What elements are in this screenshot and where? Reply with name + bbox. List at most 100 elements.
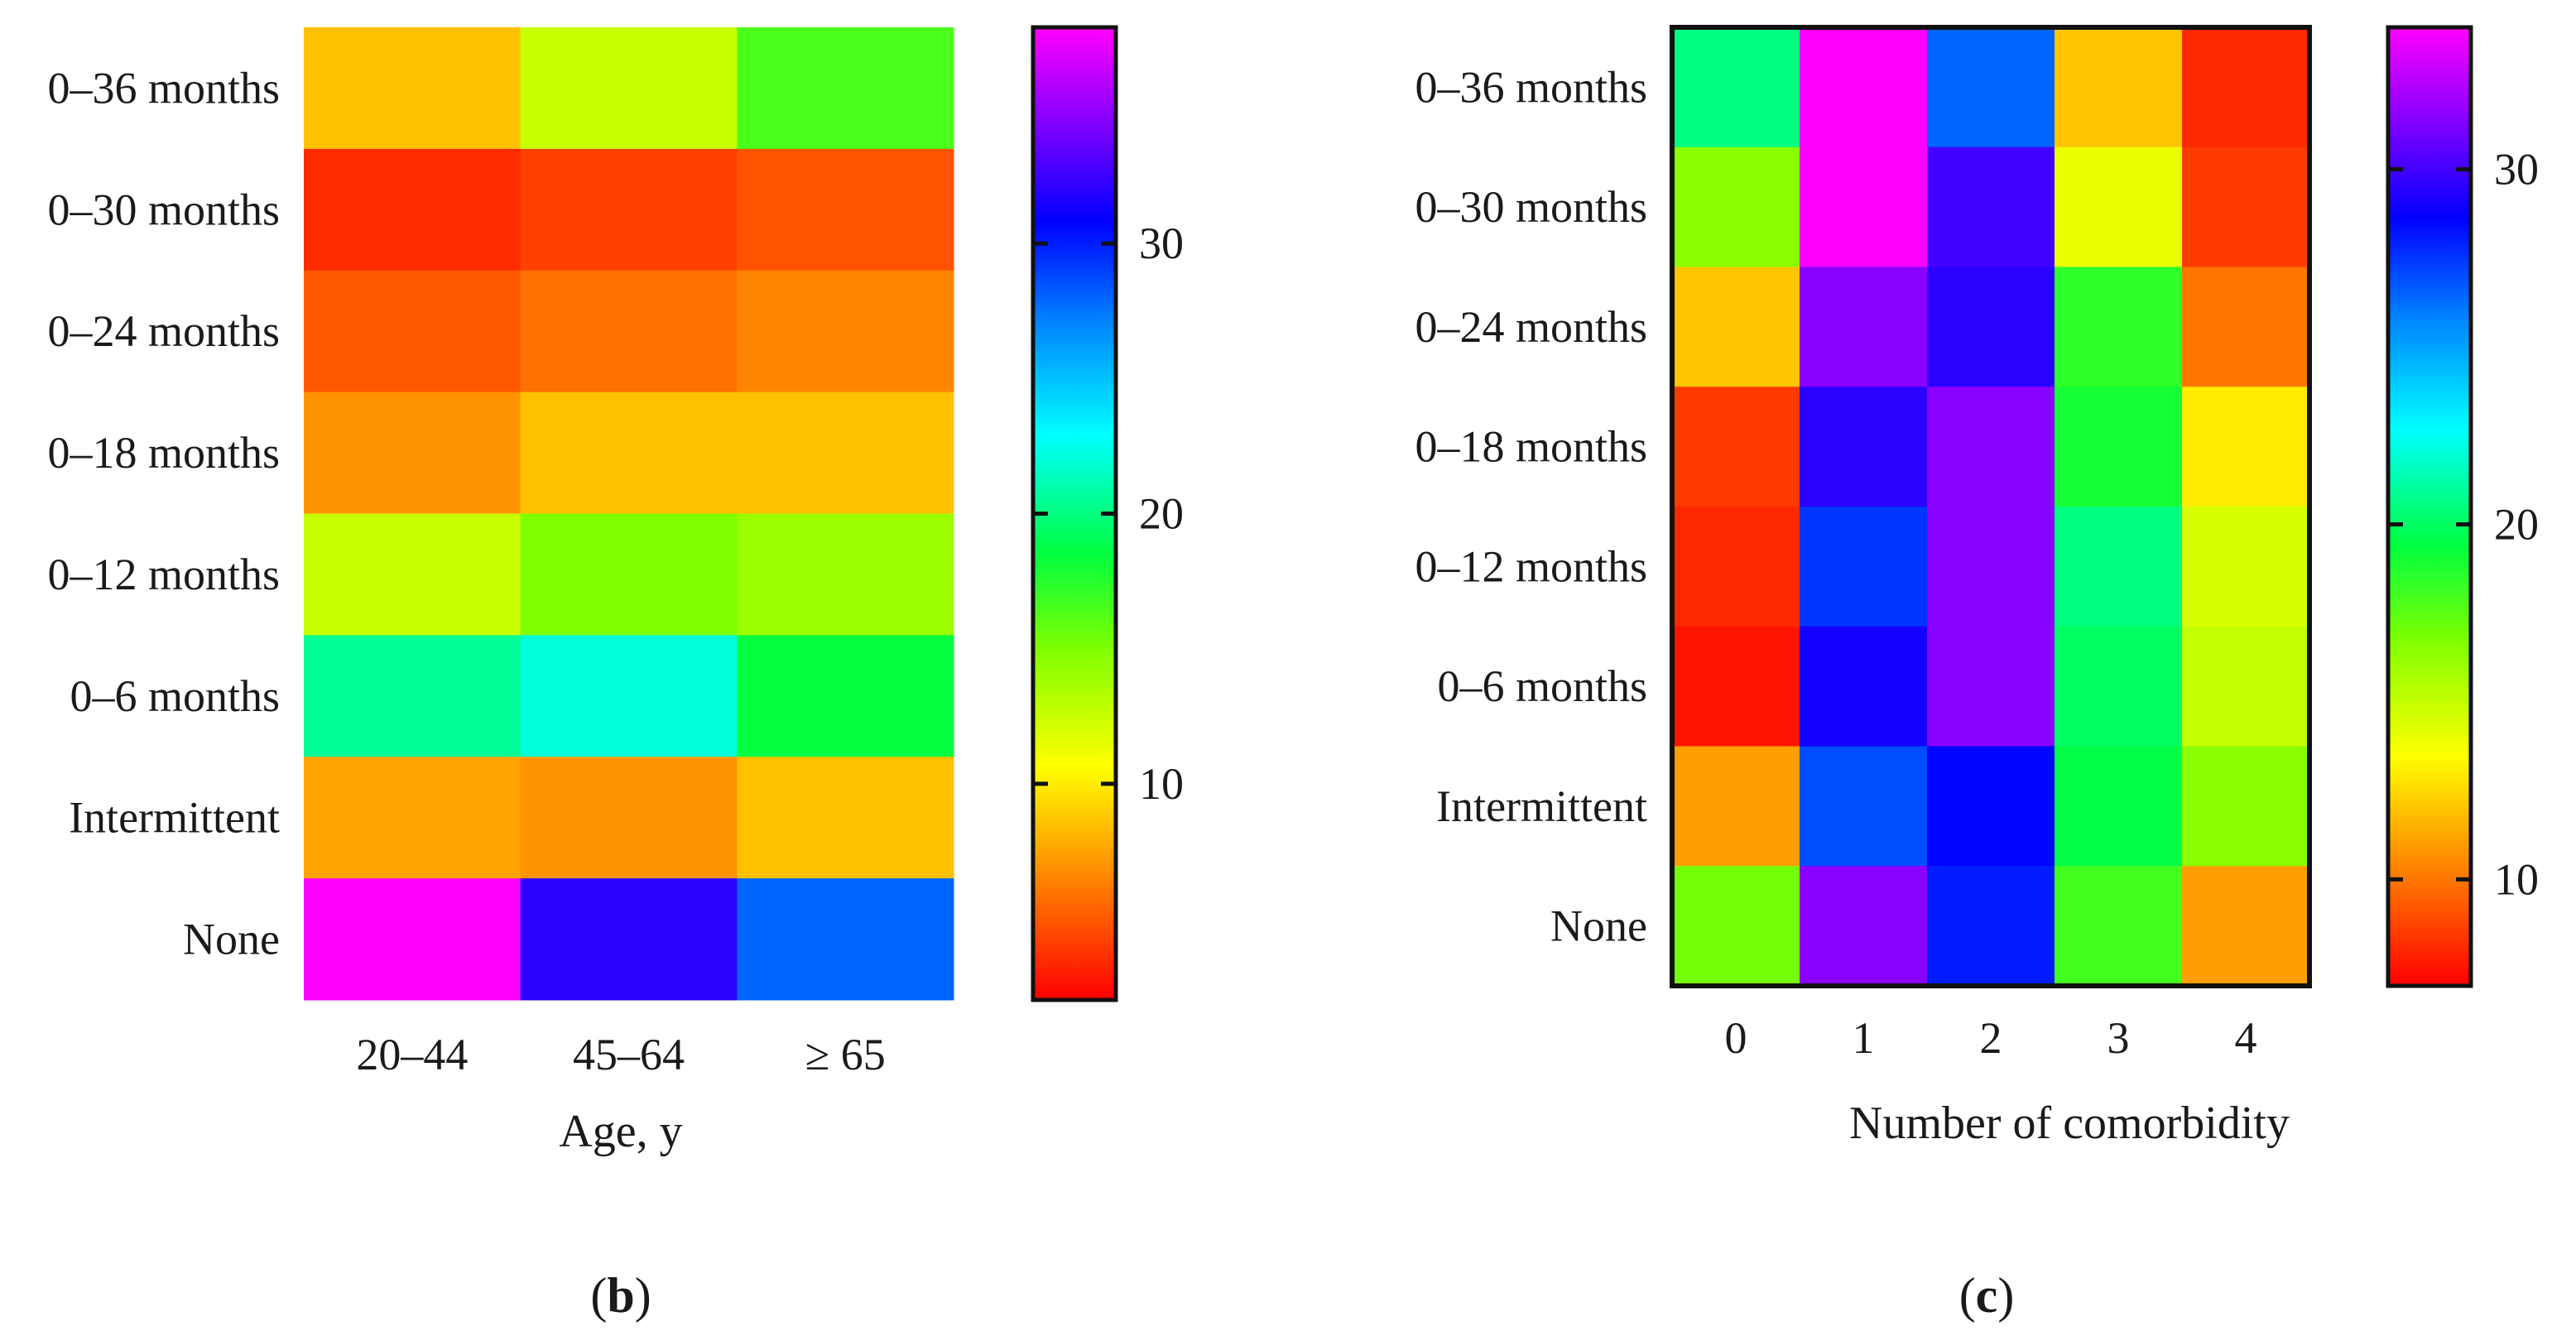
heatmap-cell [737, 27, 954, 150]
heatmap-cell [304, 392, 521, 514]
heatmap-cell [1672, 866, 1800, 987]
panel-label-c: (c) [1959, 1268, 2015, 1323]
heatmap-cell [737, 148, 954, 272]
heatmap-cell [1800, 866, 1928, 987]
column-tick-label: 20–44 [356, 1030, 468, 1079]
heatmap-cell [1800, 387, 1928, 507]
heatmap-b-cells [304, 27, 954, 1001]
column-tick-label: 3 [2107, 1013, 2130, 1063]
heatmap-cell [304, 270, 521, 393]
heatmap-cell [304, 878, 521, 1001]
heatmap-panel-c: 0–36 months 0–30 months 0–24 months 0–18 mo… [1415, 25, 2539, 1323]
heatmap-cell [737, 270, 954, 393]
heatmap-cell [2182, 27, 2310, 148]
heatmap-cell [2055, 27, 2183, 148]
heatmap-b-row-labels: 0–36 months 0–30 months 0–24 months 0–18 mo… [47, 63, 280, 964]
heatmap-cell [2182, 746, 2310, 867]
heatmap-cell [2182, 626, 2310, 747]
column-tick-label: 2 [1980, 1013, 2002, 1063]
column-tick-label: 1 [1853, 1013, 1875, 1063]
heatmap-cell [520, 148, 738, 272]
colorbar-tick-label: 30 [1139, 219, 1184, 268]
row-label: 0–18 months [1415, 422, 1647, 472]
heatmap-cell [1800, 267, 1928, 387]
heatmap-cell [1800, 746, 1928, 867]
heatmap-cell [1672, 746, 1800, 867]
colorbar-tick-label: 20 [2494, 499, 2539, 549]
colorbar-tick-label: 20 [1139, 489, 1184, 539]
heatmap-cell [1672, 147, 1800, 267]
row-label: None [183, 915, 280, 964]
heatmap-cell [2055, 267, 2183, 387]
heatmap-cell [1672, 27, 1800, 148]
heatmap-cell [1672, 507, 1800, 627]
heatmap-cell [1927, 626, 2055, 747]
row-label: None [1550, 901, 1647, 951]
heatmap-cell [2055, 746, 2183, 867]
row-label: 0–12 months [47, 550, 280, 599]
heatmap-cell [1800, 626, 1928, 747]
heatmap-cell [1800, 147, 1928, 267]
row-label: Intermittent [1436, 781, 1647, 831]
heatmap-c-row-labels: 0–36 months 0–30 months 0–24 months 0–18 mo… [1415, 62, 1647, 950]
heatmap-cell [737, 878, 954, 1001]
heatmap-cell [1672, 387, 1800, 507]
row-label: 0–36 months [1415, 62, 1647, 112]
heatmap-cell [2182, 147, 2310, 267]
heatmap-cell [2055, 626, 2183, 747]
column-tick-label: 45–64 [573, 1030, 685, 1079]
panel-label-b: (b) [590, 1268, 651, 1323]
heatmap-cell [1927, 147, 2055, 267]
heatmap-cell [1927, 27, 2055, 148]
heatmap-c-frame [1670, 25, 2312, 988]
column-tick-label: 4 [2235, 1013, 2257, 1063]
colorbar-tick-label: 10 [1139, 759, 1184, 809]
heatmap-b-column-labels: 20–44 45–64 ≥ 65 [356, 1030, 885, 1079]
heatmap-cell [520, 635, 738, 757]
heatmap-cell [737, 392, 954, 514]
heatmap-cell [1927, 387, 2055, 507]
row-label: 0–6 months [70, 671, 280, 721]
colorbar-tick-label: 10 [2494, 854, 2539, 904]
heatmap-cell [2182, 507, 2310, 627]
x-axis-label: Age, y [559, 1106, 682, 1157]
colorbar-tick-label: 30 [2494, 145, 2539, 195]
column-tick-label: 0 [1725, 1013, 1747, 1063]
heatmap-cell [1927, 746, 2055, 867]
heatmap-cell [2055, 387, 2183, 507]
heatmap-cell [1672, 626, 1800, 747]
heatmap-cell [304, 27, 521, 150]
row-label: 0–18 months [47, 428, 280, 478]
heatmap-cell [520, 27, 738, 150]
heatmap-cell [1800, 507, 1928, 627]
column-tick-label: ≥ 65 [805, 1030, 886, 1079]
row-label: 0–30 months [1415, 182, 1647, 232]
heatmap-cell [2055, 147, 2183, 267]
row-label: 0–30 months [47, 185, 280, 234]
heatmap-cell [304, 513, 521, 636]
heatmap-cell [1927, 267, 2055, 387]
row-label: Intermittent [69, 793, 280, 843]
heatmap-cell [304, 635, 521, 757]
colorbar-c [2386, 25, 2473, 988]
heatmap-cell [1672, 267, 1800, 387]
heatmap-cell [2055, 866, 2183, 987]
row-label: 0–6 months [1437, 661, 1647, 711]
row-label: 0–24 months [1415, 302, 1647, 352]
row-label: 0–36 months [47, 63, 280, 113]
heatmap-cell [2182, 387, 2310, 507]
heatmap-cell [520, 878, 738, 1001]
heatmap-cell [520, 757, 738, 879]
row-label: 0–24 months [47, 306, 280, 356]
heatmap-panel-b: 0–36 months 0–30 months 0–24 months 0–18 mo… [47, 25, 1184, 1323]
heatmap-cell [2182, 267, 2310, 387]
heatmap-cell [2055, 507, 2183, 627]
heatmap-cell [1927, 507, 2055, 627]
heatmap-cell [737, 757, 954, 879]
heatmap-cell [304, 757, 521, 879]
heatmap-cell [1927, 866, 2055, 987]
heatmap-cell [520, 270, 738, 393]
heatmap-cell [520, 513, 738, 636]
row-label: 0–12 months [1415, 541, 1647, 591]
